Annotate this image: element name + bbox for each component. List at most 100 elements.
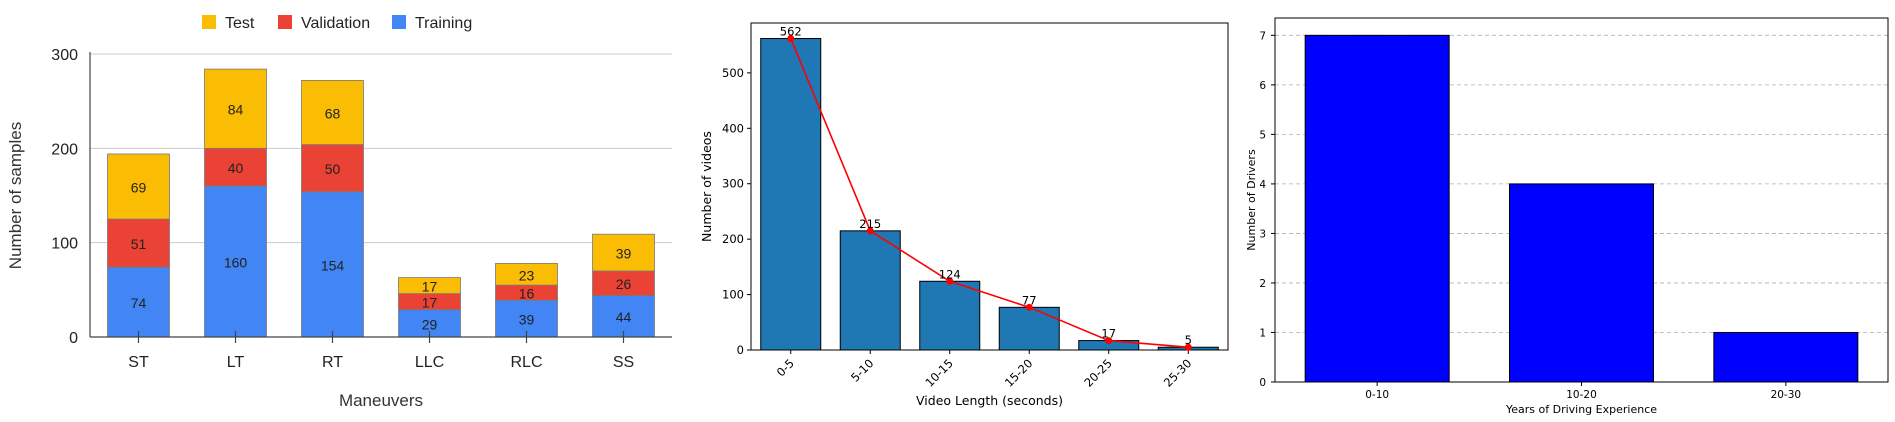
y-tick-label: 0	[737, 343, 744, 357]
bar-segment	[204, 68, 267, 149]
data-label: 17	[422, 279, 438, 295]
data-label: 26	[616, 276, 632, 292]
x-tick-label: 5-10	[848, 356, 876, 384]
y-axis-label: Number of Drivers	[1245, 149, 1258, 251]
y-tick-label: 500	[722, 66, 744, 80]
data-label: 74	[131, 295, 147, 311]
bar-segment	[495, 299, 558, 338]
y-axis-label: Number of videos	[699, 131, 714, 242]
y-axis-label: Number of samples	[6, 122, 25, 269]
data-label: 154	[321, 257, 345, 273]
x-axis-label: Video Length (seconds)	[916, 393, 1063, 408]
bar	[839, 230, 901, 351]
legend-swatch	[278, 15, 292, 29]
x-tick-label: 10-15	[922, 356, 956, 390]
data-label: 17	[1101, 327, 1116, 341]
x-tick-label: 20-30	[1771, 389, 1802, 401]
x-tick-label: 25-30	[1161, 356, 1195, 390]
data-label: 215	[859, 217, 881, 231]
legend-entry: Validation	[301, 15, 370, 32]
bar-segment	[107, 218, 170, 268]
line-point	[787, 35, 795, 43]
y-tick-label: 0	[1259, 377, 1266, 389]
bar-segment	[301, 144, 364, 193]
line-point	[1025, 303, 1033, 311]
data-label: 68	[325, 105, 341, 121]
data-label: 51	[131, 236, 147, 252]
legend-entry: Test	[225, 15, 255, 32]
y-tick-label: 0	[69, 330, 78, 347]
data-label: 562	[780, 25, 802, 39]
data-label: 160	[224, 255, 248, 271]
y-tick-label: 5	[1259, 129, 1266, 141]
x-tick-label: LT	[227, 354, 245, 371]
x-tick-label: LLC	[415, 354, 444, 371]
bar	[998, 306, 1060, 351]
bar	[1713, 331, 1859, 383]
plot-frame	[750, 22, 1229, 351]
bar	[1509, 183, 1654, 383]
data-label: 50	[325, 161, 341, 177]
data-label: 44	[616, 309, 632, 325]
y-tick-label: 100	[51, 236, 78, 253]
y-tick-label: 7	[1259, 30, 1266, 42]
chart-1-maneuvers: 0 100 200 300 74 51 69 ST 160 40 84 LT 154 50 68 RT 29 17…	[6, 15, 672, 410]
line-point	[1184, 343, 1192, 351]
legend-swatch	[202, 15, 216, 29]
y-tick-label: 100	[722, 288, 744, 302]
data-label: 77	[1022, 293, 1037, 307]
x-tick-label: 0-10	[1365, 389, 1389, 401]
bar-segment	[301, 80, 364, 145]
bar-segment	[301, 191, 364, 338]
y-tick-label: 2	[1259, 278, 1266, 290]
bar	[1304, 34, 1450, 383]
bar-segment	[592, 233, 655, 272]
x-tick-label: 15-20	[1002, 356, 1036, 390]
data-label: 17	[422, 295, 438, 311]
bar	[919, 280, 981, 351]
x-tick-label: RLC	[510, 354, 542, 371]
y-tick-label: 300	[722, 177, 744, 191]
bar	[760, 38, 822, 351]
bar-segment	[107, 266, 170, 338]
bar-segment	[398, 277, 461, 295]
x-tick-label: RT	[322, 354, 343, 371]
data-label: 39	[519, 312, 535, 328]
y-tick-label: 3	[1259, 228, 1266, 240]
legend-entry: Training	[415, 15, 472, 32]
bar-segment	[107, 153, 170, 220]
data-label: 29	[422, 316, 438, 332]
data-label: 124	[939, 267, 961, 281]
chart-2-video-length: 0 100 200 300 400 500 0-5 5-10 10-15 15-20 20-25 25…	[699, 22, 1229, 408]
x-tick-label: 0-5	[774, 356, 797, 379]
data-label: 39	[616, 246, 632, 262]
data-label: 40	[228, 160, 244, 176]
chart-3-driving-experience: 0 1 2 3 4 5 6 7 0-10 10-20 20-30 Years of Driving E…	[1245, 17, 1889, 416]
x-tick-label: 10-20	[1566, 389, 1597, 401]
bar-segment	[495, 263, 558, 286]
series-line	[790, 38, 1189, 349]
data-label: 16	[519, 286, 535, 302]
data-label: 84	[228, 102, 244, 118]
data-label: 5	[1185, 333, 1192, 347]
line-point	[946, 277, 954, 285]
plot-frame	[1274, 17, 1889, 383]
y-tick-label: 400	[722, 121, 744, 135]
line-point	[1105, 337, 1113, 345]
y-tick-label: 1	[1259, 327, 1266, 339]
line-point	[866, 227, 874, 235]
y-tick-label: 200	[51, 141, 78, 158]
y-tick-label: 6	[1259, 80, 1266, 92]
x-tick-label: 20-25	[1081, 356, 1115, 390]
y-tick-label: 300	[51, 47, 78, 64]
x-axis-label: Years of Driving Experience	[1505, 403, 1657, 416]
x-tick-label: ST	[128, 354, 149, 371]
data-label: 69	[131, 180, 147, 196]
x-axis-label: Maneuvers	[339, 391, 423, 410]
x-tick-label: SS	[613, 354, 634, 371]
y-tick-label: 200	[722, 232, 744, 246]
y-tick-label: 4	[1259, 179, 1266, 191]
data-label: 23	[519, 267, 535, 283]
legend-swatch	[392, 15, 406, 29]
